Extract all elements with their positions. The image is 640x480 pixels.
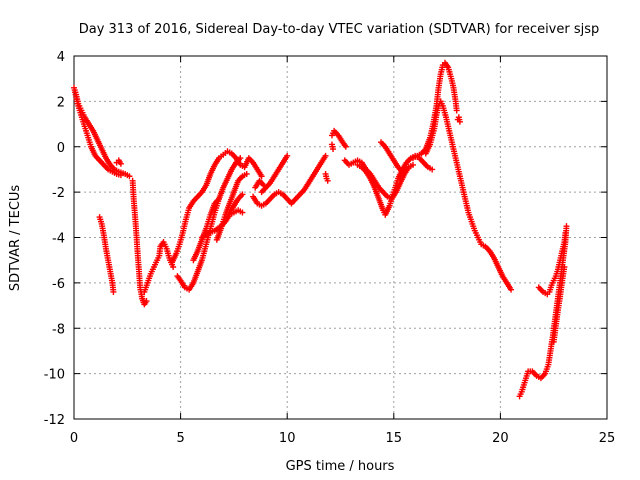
y-tick-label: -8 [52, 322, 65, 337]
y-tick-label: -12 [44, 413, 65, 428]
y-tick-label: -10 [44, 368, 65, 383]
y-tick-labels: 4 2 0 -2 -4 -6 -8 -10 -12 [44, 50, 65, 428]
data-point [330, 146, 337, 153]
data-point [508, 286, 515, 293]
data-point [258, 173, 265, 180]
data-point [260, 182, 267, 189]
data-point [563, 223, 570, 230]
y-tick-label: 4 [57, 50, 65, 65]
x-tick-label: 0 [70, 431, 78, 446]
x-tick-label: 5 [176, 431, 184, 446]
grid-lines [74, 56, 607, 419]
y-tick-label: -2 [52, 186, 65, 201]
chart-title: Day 313 of 2016, Sidereal Day-to-day VTE… [79, 22, 600, 37]
data-point [399, 168, 406, 175]
x-tick-label: 10 [279, 431, 296, 446]
data-point [117, 172, 124, 179]
data-point [239, 209, 246, 216]
y-axis-label: SDTVAR / TECUs [8, 185, 23, 292]
data-point [237, 155, 244, 162]
x-axis-label: GPS time / hours [286, 459, 395, 474]
plot-frame [73, 55, 608, 420]
x-tick-label: 20 [492, 431, 509, 446]
y-tick-label: -6 [52, 277, 65, 292]
x-tick-label: 25 [599, 431, 616, 446]
data-point [126, 173, 133, 180]
data-point [562, 229, 569, 236]
data-point [456, 118, 463, 125]
data-points [71, 59, 570, 400]
data-point [342, 143, 349, 150]
x-tick-labels: 0 5 10 15 20 25 [70, 431, 615, 446]
data-point [561, 263, 568, 270]
data-point [143, 298, 150, 305]
data-point [110, 288, 117, 295]
data-point [284, 152, 291, 159]
data-point [243, 170, 250, 177]
data-point [322, 152, 329, 159]
data-point [215, 195, 222, 202]
y-tick-label: 0 [57, 141, 65, 156]
y-tick-label: 2 [57, 95, 65, 110]
data-point [239, 191, 246, 198]
x-tick-label: 15 [386, 431, 403, 446]
data-point [409, 161, 416, 168]
data-point [324, 177, 331, 184]
y-tick-label: -4 [52, 232, 65, 247]
data-point [117, 160, 124, 167]
data-point [170, 263, 177, 270]
data-point [429, 166, 436, 173]
data-point [453, 107, 460, 114]
